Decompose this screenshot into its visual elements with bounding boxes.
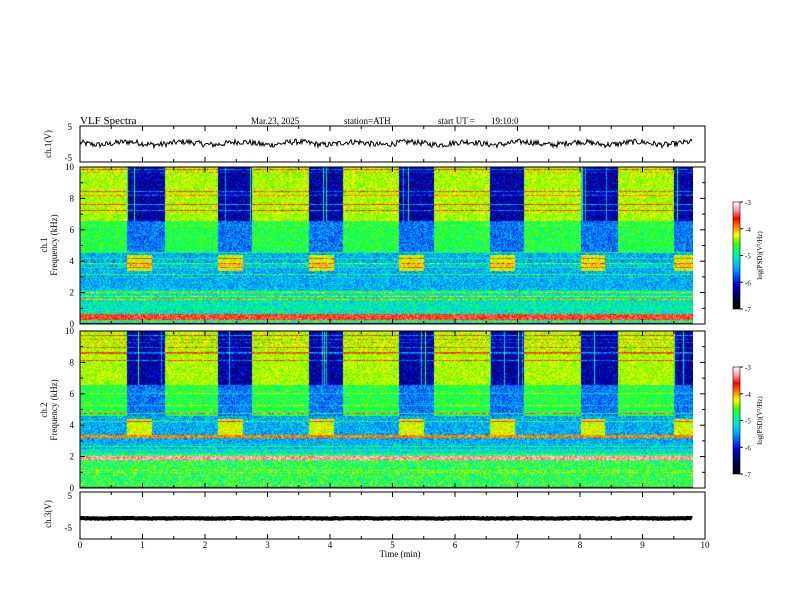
x-tick-label: 4 xyxy=(328,540,333,550)
ch1-spectrogram-ylabel-channel: ch.1 xyxy=(39,237,49,252)
ch1-colorbar: -3 -4 -5 -6 -7 log(PSD)(V²/Hz) xyxy=(732,199,764,314)
y-tick-label: 4 xyxy=(70,256,75,266)
figure-title: VLF Spectra xyxy=(80,115,137,127)
ch1-spectrogram-ylabel: Frequency (kHz) xyxy=(49,214,59,275)
x-tick-label: 8 xyxy=(578,540,583,550)
x-tick-label: 10 xyxy=(701,540,711,550)
colorbar-label: log(PSD)(V²/Hz) xyxy=(756,231,764,280)
colorbar-tick-label: -4 xyxy=(745,226,751,234)
x-tick-label: 0 xyxy=(78,540,83,550)
ch2-spectrogram-ylabel-channel: ch.2 xyxy=(39,402,49,417)
start-ut-value: 19:10:0 xyxy=(491,116,519,126)
y-tick-label: 6 xyxy=(70,389,75,399)
ch1-ytick-top: 5 xyxy=(68,122,73,132)
ch1-ylabel: ch.1(V) xyxy=(43,130,53,158)
colorbar-tick-label: -5 xyxy=(745,418,751,426)
y-tick-label: 8 xyxy=(70,357,75,367)
ch2-colorbar: -3 -4 -5 -6 -7 log(PSD)(V²/Hz) xyxy=(732,364,764,479)
ch2-spectrogram-ylabel: Frequency (kHz) xyxy=(49,379,59,440)
ch1-waveform-ticks xyxy=(79,126,706,162)
colorbar-tick-label: -3 xyxy=(745,199,751,207)
x-tick-label: 6 xyxy=(453,540,458,550)
ch2-spectrogram-canvas-wrap xyxy=(80,331,693,488)
colorbar-gradient xyxy=(732,201,741,310)
x-axis-label: Time (min) xyxy=(380,549,421,559)
x-tick-label: 1 xyxy=(140,540,145,550)
ch3-waveform-frame xyxy=(79,491,706,540)
y-tick-label: 2 xyxy=(70,452,75,462)
colorbar-tick-label: -6 xyxy=(745,279,751,287)
y-tick-label: 10 xyxy=(65,326,75,336)
ch3-ytick-bottom: -5 xyxy=(65,523,73,533)
y-tick-label: 4 xyxy=(70,420,75,430)
ch3-ytick-top: 5 xyxy=(68,491,73,501)
ch3-waveform-ticks xyxy=(79,492,706,539)
x-tick-label: 5 xyxy=(390,540,395,550)
y-tick-label: 0 xyxy=(70,319,75,329)
y-tick-label: 6 xyxy=(70,225,75,235)
ch3-waveform-trace xyxy=(80,515,693,522)
x-tick-label: 2 xyxy=(203,540,208,550)
start-ut-label: start UT = xyxy=(438,116,475,126)
date-label: Mar.23, 2025 xyxy=(251,116,300,126)
ch3-waveform-panel: ch.3(V) 5 -5 xyxy=(43,491,706,540)
ch2-spectrogram-image xyxy=(80,331,693,488)
y-tick-label: 8 xyxy=(70,193,75,203)
x-tick-label: 3 xyxy=(265,540,270,550)
colorbar-tick-label: -6 xyxy=(745,444,751,452)
colorbar-tick-label: -4 xyxy=(745,391,751,399)
ch1-waveform-panel: ch.1(V) 5 -5 xyxy=(43,122,706,163)
ch1-waveform-trace xyxy=(79,137,693,150)
y-tick-label: 0 xyxy=(70,483,75,493)
ch1-spectrogram-panel: ch.1 Frequency (kHz) 0 2 4 6 8 10 xyxy=(39,162,706,329)
x-tick-label: 7 xyxy=(515,540,520,550)
colorbar-tick-label: -3 xyxy=(745,364,751,372)
colorbar-gradient xyxy=(732,366,741,475)
ch2-spectrogram-panel: ch.2 Frequency (kHz) 0 2 4 6 8 10 xyxy=(39,326,706,493)
x-tick-label: 9 xyxy=(640,540,645,550)
colorbar-tick-label: -5 xyxy=(745,253,751,261)
colorbar-tick-label: -7 xyxy=(745,306,751,314)
colorbar-tick-label: -7 xyxy=(745,471,751,479)
station-label: station=ATH xyxy=(344,116,391,126)
y-tick-label: 10 xyxy=(65,162,75,172)
ch1-spectrogram-canvas-wrap xyxy=(80,167,693,324)
time-axis: 0 1 2 3 4 5 6 7 8 9 10 xyxy=(78,540,710,550)
colorbar-label: log(PSD)(V²/Hz) xyxy=(756,396,764,445)
ch1-ytick-bottom: -5 xyxy=(65,153,73,163)
ch3-ylabel: ch.3(V) xyxy=(43,500,53,528)
y-tick-label: 2 xyxy=(70,288,75,298)
ch1-spectrogram-image xyxy=(80,167,693,324)
ch2-spectrogram-ticks: 0 2 4 6 8 10 xyxy=(65,326,706,493)
ch1-spectrogram-ticks: 0 2 4 6 8 10 xyxy=(65,162,706,329)
